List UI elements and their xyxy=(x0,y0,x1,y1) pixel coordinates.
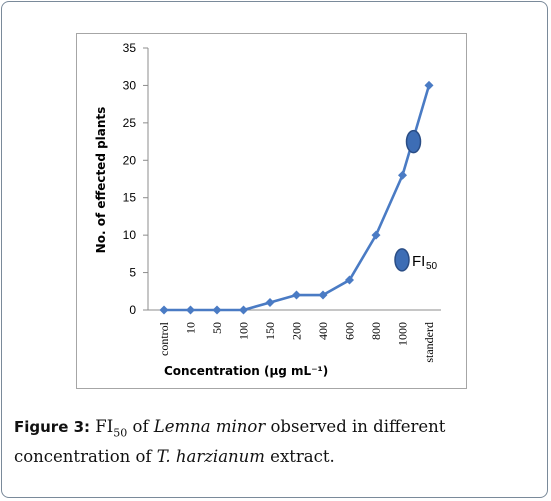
caption-text-3: extract. xyxy=(264,447,335,467)
x-tick-label: 800 xyxy=(369,322,383,340)
caption-text-2: observed in different concentration of xyxy=(14,417,446,467)
x-tick-label: 400 xyxy=(316,322,330,340)
data-point-marker xyxy=(424,80,434,90)
x-tick-label: 1000 xyxy=(396,322,410,346)
data-point-marker xyxy=(371,230,381,240)
y-tick-label: 15 xyxy=(123,191,137,205)
caption-text-1: of xyxy=(127,417,154,436)
y-tick-label: 10 xyxy=(123,228,137,242)
series-line-group xyxy=(159,80,434,315)
x-tick-label: 100 xyxy=(237,322,251,340)
caption-organism: T. harzianum xyxy=(156,447,265,467)
data-point-marker xyxy=(398,170,407,180)
data-point-marker xyxy=(159,305,169,315)
fi50-legend-label: FI xyxy=(412,253,425,270)
data-point-marker xyxy=(345,275,354,285)
x-tick-label: 10 xyxy=(184,322,198,334)
caption-species: Lemna minor xyxy=(153,417,266,436)
chart-frame xyxy=(76,33,467,389)
x-tick-label: standerd xyxy=(422,322,436,363)
y-axis-title: No. of effected plants xyxy=(94,107,108,254)
data-point-marker xyxy=(292,290,301,300)
data-point-marker xyxy=(186,305,195,315)
y-tick-label: 35 xyxy=(123,41,137,55)
data-point-marker xyxy=(239,305,248,315)
fi50-highlight-marker xyxy=(405,129,422,154)
caption-label: Figure 3: xyxy=(14,418,91,436)
x-tick-label: 150 xyxy=(263,322,277,340)
x-tick-label: 200 xyxy=(290,322,304,340)
x-axis-title: Concentration (µg mL⁻¹) xyxy=(164,364,328,378)
annotation-group: FI 50 xyxy=(394,129,438,272)
line-chart: 0 5 10 15 20 25 30 35 control 10 50 100 150 200 400 60… xyxy=(94,41,441,378)
y-tick-label: 0 xyxy=(129,303,136,317)
series-line xyxy=(164,85,431,312)
data-point-marker xyxy=(212,305,222,315)
data-point-marker xyxy=(265,298,275,308)
y-axis: 0 5 10 15 20 25 30 35 xyxy=(123,41,149,317)
caption-fi-symbol: FI xyxy=(95,417,114,436)
x-tick-label: control xyxy=(157,321,171,356)
caption-fi-subscript: 50 xyxy=(113,426,128,440)
figure-caption: Figure 3: FI50 of Lemna minor observed i… xyxy=(14,415,542,469)
x-tick-label: 50 xyxy=(210,322,224,334)
y-tick-label: 5 xyxy=(129,266,136,280)
fi50-legend-subscript: 50 xyxy=(426,261,438,272)
x-axis: control 10 50 100 150 200 400 600 800 1000 stander… xyxy=(148,309,441,363)
x-tick-label: 600 xyxy=(343,322,357,340)
data-point-marker xyxy=(318,290,328,300)
y-tick-label: 30 xyxy=(123,78,137,92)
fi50-legend-marker xyxy=(394,248,410,272)
y-tick-label: 25 xyxy=(123,116,137,130)
y-tick-label: 20 xyxy=(123,153,137,167)
